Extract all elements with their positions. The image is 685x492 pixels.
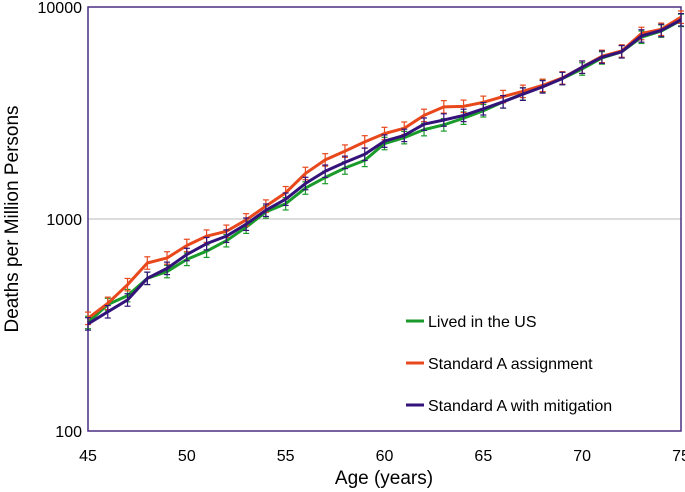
series-layer — [85, 10, 684, 331]
error-bar — [519, 87, 526, 101]
error-bar — [579, 60, 586, 75]
error-bar — [322, 164, 329, 179]
error-bar — [282, 192, 289, 207]
error-bar — [638, 29, 645, 43]
error-bar — [559, 71, 566, 86]
x-tick-label: 60 — [376, 448, 394, 465]
series-1 — [85, 10, 684, 326]
error-bar — [104, 304, 111, 319]
x-tick-label: 65 — [474, 448, 492, 465]
error-bar — [618, 44, 625, 59]
error-bar — [183, 247, 190, 262]
error-bar — [401, 128, 408, 143]
error-bar — [421, 117, 428, 132]
x-axis-title: Age (years) — [335, 468, 433, 489]
plot-area-frame — [87, 6, 682, 432]
error-bar — [539, 80, 546, 94]
error-bar — [223, 229, 230, 243]
x-tick-label: 55 — [277, 448, 295, 465]
error-bar — [598, 50, 605, 64]
error-bar — [341, 155, 348, 170]
x-tick-label: 70 — [573, 448, 591, 465]
error-bar — [440, 113, 447, 127]
x-tick-label: 50 — [178, 448, 196, 465]
legend-item-standard-a-assignment[interactable]: Standard A assignment — [406, 356, 593, 373]
error-bar — [124, 293, 131, 307]
series-line[interactable] — [86, 19, 682, 324]
error-bar — [678, 12, 684, 27]
error-bar — [480, 101, 487, 116]
error-bar — [361, 147, 368, 162]
series-2 — [85, 12, 684, 331]
error-bar — [460, 108, 467, 123]
error-bar — [262, 203, 269, 218]
error-bar — [500, 95, 507, 109]
legend-item-standard-a-mitigation[interactable]: Standard A with mitigation — [406, 398, 612, 415]
legend-label-standard-a-assignment: Standard A assignment — [428, 356, 593, 373]
error-bar — [203, 236, 210, 251]
error-bar — [144, 271, 151, 286]
y-tick-label: 10000 — [38, 0, 83, 17]
legend-label-standard-a-mitigation: Standard A with mitigation — [428, 398, 612, 415]
y-tick-label: 100 — [55, 424, 82, 441]
error-bar — [440, 100, 447, 114]
error-bar — [381, 134, 388, 148]
x-tick-label: 45 — [79, 448, 97, 465]
x-tick-label: 75 — [672, 448, 685, 465]
series-line[interactable] — [87, 18, 682, 326]
error-bar — [243, 217, 250, 232]
error-bar — [85, 317, 91, 331]
error-bar — [302, 176, 309, 191]
legend-label-lived-in-us: Lived in the US — [428, 314, 537, 331]
error-bar — [124, 277, 131, 292]
legend-item-lived-in-us[interactable]: Lived in the US — [406, 314, 537, 331]
tick-labels: 100 1000 10000 45 50 55 60 65 70 75 — [38, 0, 685, 465]
error-bar — [144, 256, 151, 270]
y-axis-title: Deaths per Million Persons — [2, 105, 23, 332]
error-bar — [658, 23, 665, 38]
error-bar — [164, 261, 171, 276]
legend: Lived in the US Standard A assignment St… — [406, 314, 612, 415]
y-tick-label: 1000 — [46, 212, 82, 229]
